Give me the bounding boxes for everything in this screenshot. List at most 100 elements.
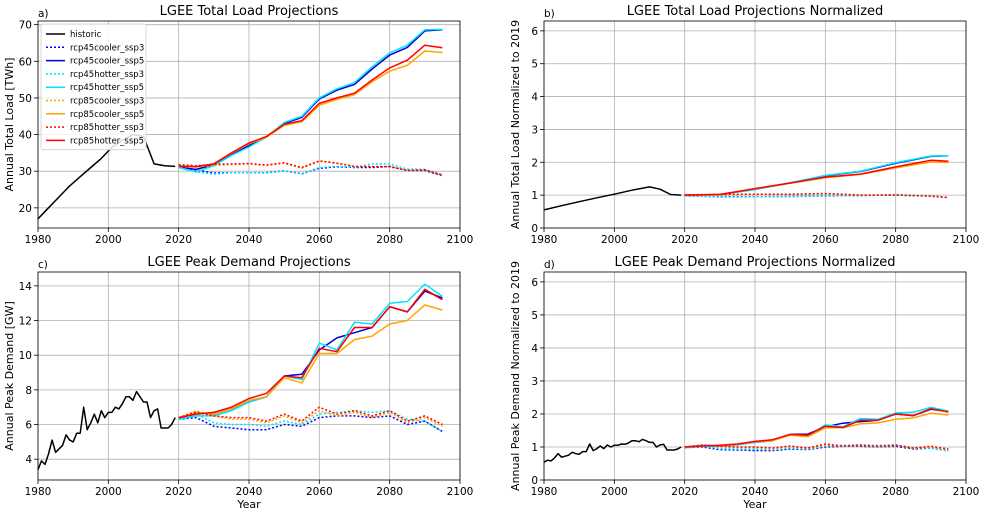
y-tick-label: 0 [531,223,538,235]
series-line-rcp45hotter_ssp3 [178,163,443,177]
series-line-rcp85cooler_ssp3 [178,409,443,427]
series-line-rcp45hotter_ssp5 [178,283,443,421]
y-tick-label: 40 [19,130,32,142]
x-tick-label: 2080 [376,486,403,498]
panel-label: d) [544,259,555,271]
x-tick-label: 1980 [25,486,52,498]
y-tick-label: 50 [19,93,32,105]
y-tick-label: 0 [531,475,538,487]
panel-label: a) [38,8,49,20]
chart-title: LGEE Peak Demand Projections Normalized [614,255,895,270]
x-tick-label: 2100 [953,234,980,246]
legend: historic rcp45cooler_ssp3 rcp45cooler_ssp5… [40,23,147,151]
series-line-rcp45hotter_ssp5 [684,406,949,449]
legend-entry: rcp85cooler_ssp3 [70,97,144,107]
series-line-rcp85hotter_ssp5 [684,407,949,448]
legend-entry: rcp45cooler_ssp3 [70,43,144,53]
x-tick-label: 2080 [376,234,403,246]
y-tick-label: 2 [531,409,538,421]
y-tick-label: 30 [19,166,32,178]
series-line-rcp85hotter_ssp5 [178,44,443,168]
series-line-rcp45hotter_ssp3 [684,193,949,199]
x-axis-label: Year [742,498,767,511]
y-tick-label: 3 [531,124,538,136]
series-line-rcp85hotter_ssp3 [178,160,443,176]
legend-entry: rcp45cooler_ssp5 [70,57,144,67]
chart-title: LGEE Total Load Projections Normalized [627,4,884,19]
series-line-rcp45cooler_ssp5 [178,29,443,171]
y-tick-label: 20 [19,203,32,215]
legend-entry: rcp85cooler_ssp5 [70,110,144,120]
x-tick-label: 1980 [25,234,52,246]
y-tick-label: 4 [531,92,538,104]
y-axis-label: Annual Peak Demand [GW] [3,301,16,450]
x-tick-label: 2000 [95,486,122,498]
y-tick-label: 2 [531,157,538,169]
x-tick-label: 2040 [742,234,769,246]
x-tick-label: 1980 [531,234,558,246]
y-tick-label: 5 [531,59,538,71]
x-tick-label: 2040 [236,234,263,246]
y-tick-label: 5 [531,310,538,322]
series-line-rcp85hotter_ssp3 [178,406,443,426]
chart-panel-1: 1980 2000 2020 2040 2060 2080 2100 20 30 40 50 60 70… [3,4,473,246]
series-line-historic [37,390,176,470]
x-tick-label: 2080 [882,486,909,498]
chart-title: LGEE Total Load Projections [160,4,339,19]
series-line-historic [37,133,176,220]
legend-entry: rcp85hotter_ssp5 [70,136,144,146]
panel-label: b) [544,8,555,20]
y-tick-label: 4 [531,343,538,355]
chart-panel-3: 1980 2000 2020 2040 2060 2080 2100 4 6 8 10 12 14 LGE… [3,255,473,511]
series-line-rcp85hotter_ssp3 [684,192,949,199]
y-tick-label: 1 [531,190,538,202]
x-tick-label: 2000 [95,234,122,246]
y-tick-label: 70 [19,20,32,32]
x-tick-label: 2020 [165,234,192,246]
chart-title: LGEE Peak Demand Projections [147,255,350,270]
y-axis-label: Annual Peak Demand Normalized to 2019 [509,261,522,491]
series-line-rcp45cooler_ssp5 [684,154,949,196]
chart-panel-2: 1980 2000 2020 2040 2060 2080 2100 0 1 2 3 4 5 6 LGEE … [509,4,979,246]
y-tick-label: 6 [531,26,538,38]
y-axis-label: Annual Total Load Normalized to 2019 [509,20,522,229]
y-tick-label: 8 [25,385,32,397]
series-line-rcp85hotter_ssp5 [684,159,949,196]
x-tick-label: 2040 [236,486,263,498]
x-tick-label: 2040 [742,486,769,498]
y-tick-label: 14 [19,281,33,293]
panel-label: c) [38,259,48,271]
x-tick-label: 2100 [447,486,474,498]
y-tick-label: 6 [531,277,538,289]
y-axis-label: Annual Total Load [TWh] [3,58,16,192]
y-tick-label: 3 [531,376,538,388]
x-tick-label: 2100 [447,234,474,246]
x-tick-label: 2020 [165,486,192,498]
y-tick-label: 1 [531,442,538,454]
x-tick-label: 2100 [953,486,980,498]
x-tick-label: 2060 [812,234,839,246]
series-line-historic [543,186,682,211]
x-axis-label: Year [236,498,261,511]
series-line-rcp45hotter_ssp3 [178,409,443,433]
legend-entry: historic [70,30,102,40]
y-tick-label: 10 [19,350,32,362]
y-tick-label: 4 [25,454,32,466]
series-line-rcp45hotter_ssp5 [684,154,949,197]
y-tick-label: 60 [19,56,32,68]
x-tick-label: 1980 [531,486,558,498]
x-tick-label: 2060 [812,486,839,498]
y-tick-label: 6 [25,420,32,432]
x-tick-label: 2000 [601,486,628,498]
legend-entry: rcp45hotter_ssp3 [70,70,144,80]
series-line-rcp85hotter_ssp5 [178,288,443,419]
legend-entry: rcp85hotter_ssp3 [70,123,144,133]
legend-box [40,23,147,151]
series-line-rcp45cooler_ssp3 [178,415,443,433]
x-tick-label: 2080 [882,234,909,246]
series-line-rcp85cooler_ssp5 [178,304,443,419]
series-line-rcp85hotter_ssp3 [684,443,949,450]
x-tick-label: 2020 [671,234,698,246]
x-tick-label: 2000 [601,234,628,246]
